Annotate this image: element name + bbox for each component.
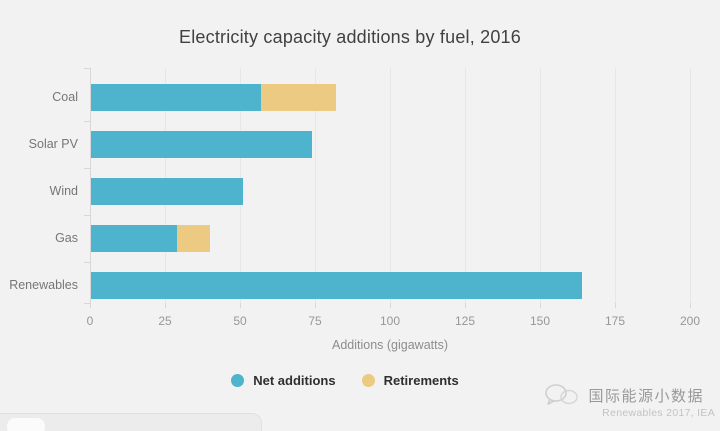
bar-row-coal (90, 84, 336, 111)
category-label-solar-pv: Solar PV (28, 137, 78, 151)
chart-title: Electricity capacity additions by fuel, … (179, 27, 521, 47)
x-tick-label-200: 200 (679, 314, 701, 328)
y-tick-5 (84, 303, 90, 304)
gridline-150 (540, 68, 541, 303)
gridline-75 (315, 68, 316, 303)
x-tick-75 (315, 303, 316, 308)
x-tick-label-75: 75 (308, 314, 322, 328)
category-label-renewables: Renewables (9, 278, 78, 292)
legend-label: Retirements (383, 373, 459, 388)
bar-segment-net-additions-coal[interactable] (90, 84, 261, 111)
legend-item-net-additions[interactable]: Net additions (231, 373, 336, 388)
x-tick-0 (90, 303, 91, 308)
x-tick-label-50: 50 (233, 314, 247, 328)
gridline-175 (615, 68, 616, 303)
x-tick-label-0: 0 (86, 314, 94, 328)
gridline-100 (390, 68, 391, 303)
x-tick-label-150: 150 (529, 314, 551, 328)
x-tick-150 (540, 303, 541, 308)
x-tick-label-175: 175 (604, 314, 626, 328)
gridline-125 (465, 68, 466, 303)
legend-dot-net-additions (231, 374, 245, 387)
x-tick-label-125: 125 (454, 314, 476, 328)
chat-bubbles-logo-icon (544, 384, 582, 406)
category-label-gas: Gas (55, 231, 78, 245)
x-axis-title: Additions (gigawatts) (331, 338, 449, 352)
legend-dot-retirements (361, 374, 375, 387)
bar-segment-net-additions-gas[interactable] (90, 225, 177, 252)
bar-segment-net-additions-wind[interactable] (90, 178, 243, 205)
next-card-logo (7, 418, 45, 431)
x-tick-175 (615, 303, 616, 308)
y-tick-3 (84, 215, 90, 216)
x-tick-200 (690, 303, 691, 308)
plot-area (90, 68, 691, 308)
watermark: 国际能源小数据 (544, 384, 704, 406)
legend: Net additions Retirements (180, 373, 510, 388)
legend-item-retirements[interactable]: Retirements (361, 373, 459, 388)
x-tick-125 (465, 303, 466, 308)
category-label-coal: Coal (52, 90, 78, 104)
watermark-text: 国际能源小数据 (588, 387, 704, 405)
bar-segment-net-additions-solar-pv[interactable] (90, 131, 312, 158)
x-tick-label-25: 25 (158, 314, 172, 328)
source-note: Renewables 2017, IEA (602, 407, 715, 419)
bar-row-gas (90, 225, 210, 252)
y-axis-line (84, 68, 91, 304)
y-tick-2 (84, 168, 90, 169)
x-tick-label-100: 100 (379, 314, 401, 328)
bar-segment-retirements-gas[interactable] (177, 225, 210, 252)
category-label-wind: Wind (49, 184, 78, 198)
bar-row-wind (90, 178, 243, 205)
x-tick-50 (240, 303, 241, 308)
x-tick-100 (390, 303, 391, 308)
bar-row-solar-pv (90, 131, 312, 158)
y-tick-0 (84, 68, 90, 69)
y-tick-4 (84, 262, 90, 263)
bar-segment-retirements-coal[interactable] (261, 84, 336, 111)
legend-label: Net additions (253, 373, 336, 388)
bar-row-renewables (90, 272, 582, 299)
x-tick-25 (165, 303, 166, 308)
bar-segment-net-additions-renewables[interactable] (90, 272, 582, 299)
next-card-edge (0, 413, 262, 431)
y-tick-1 (84, 121, 90, 122)
gridline-200 (690, 68, 691, 303)
